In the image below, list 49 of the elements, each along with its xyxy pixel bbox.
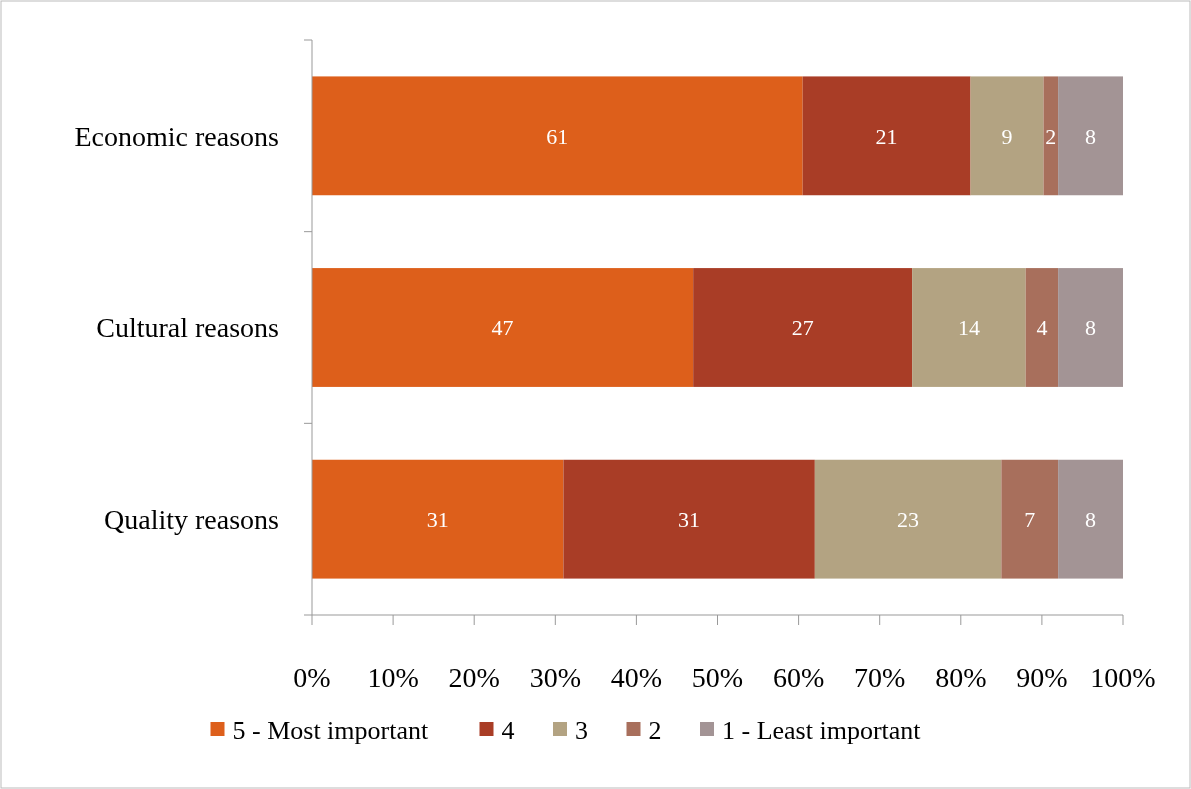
data-label: 14: [957, 315, 980, 341]
bar: [1058, 268, 1123, 387]
bar: [970, 76, 1044, 196]
x-tick-label: 90%: [1016, 662, 1068, 693]
x-tick-label: 0%: [293, 662, 331, 693]
x-tick-label: 40%: [610, 662, 663, 693]
data-label: 61: [546, 123, 569, 149]
bar: [802, 76, 971, 196]
legend-label: 3: [575, 716, 588, 746]
x-tick-label: 80%: [935, 662, 987, 693]
data-label: 8: [1085, 123, 1097, 149]
bar: [1043, 76, 1059, 196]
data-label: 23: [897, 506, 920, 532]
legend-label: 2: [648, 716, 662, 746]
bar: [912, 268, 1026, 387]
bar: [1025, 268, 1059, 387]
y-tick-label: Quality reasons: [104, 503, 279, 535]
data-label: 31: [678, 506, 701, 532]
x-tick-label: 100%: [1090, 662, 1156, 693]
data-label: 7: [1024, 506, 1036, 532]
bar: [1058, 76, 1123, 196]
bar: [312, 76, 803, 196]
data-label: 8: [1085, 315, 1097, 341]
legend-label: 5 - Most important: [232, 716, 429, 746]
bar: [1058, 459, 1123, 579]
bar: [693, 268, 913, 387]
x-tick-label: 20%: [448, 662, 500, 693]
x-tick-label: 10%: [367, 662, 419, 693]
data-label: 8: [1085, 506, 1097, 532]
bar: [1001, 459, 1059, 579]
legend-label: 1 - Least important: [722, 716, 922, 746]
legend-label: 4: [501, 716, 515, 746]
x-tick-label: 50%: [691, 662, 744, 693]
x-tick-label: 30%: [529, 662, 581, 693]
x-tick-label: 70%: [854, 662, 906, 693]
data-label: 9: [1001, 123, 1013, 149]
bar: [312, 268, 694, 387]
data-label: 2: [1045, 123, 1057, 149]
data-label: 31: [426, 506, 449, 532]
data-label: 47: [491, 315, 514, 341]
y-tick-label: Economic reasons: [74, 120, 279, 152]
x-tick-label: 60%: [772, 662, 825, 693]
data-label: 21: [875, 123, 898, 149]
data-label: 4: [1036, 315, 1048, 341]
bar: [563, 459, 815, 579]
data-label: 27: [791, 315, 814, 341]
bar: [312, 459, 564, 579]
bar: [814, 459, 1002, 579]
y-tick-label: Cultural reasons: [96, 312, 279, 344]
